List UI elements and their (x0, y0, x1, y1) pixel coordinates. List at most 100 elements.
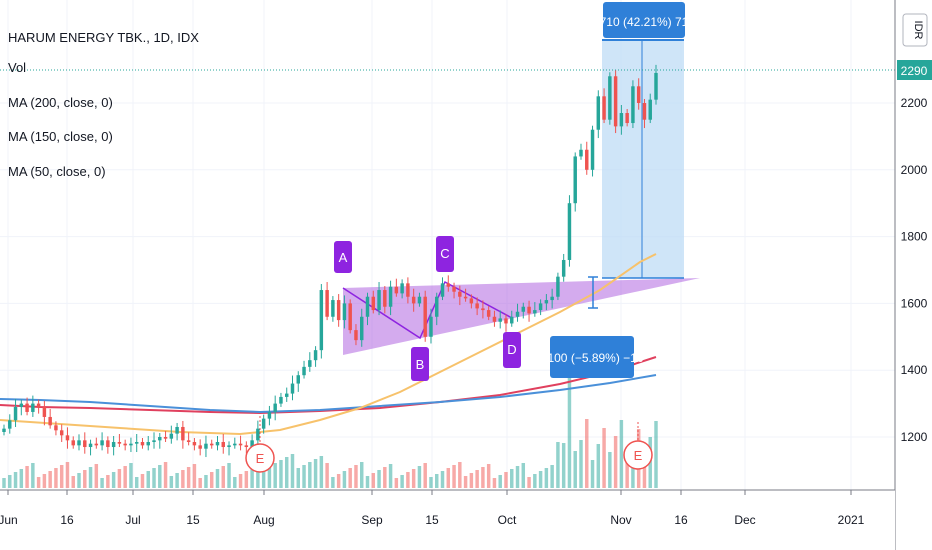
candle-body (619, 113, 624, 127)
volume-bar (406, 472, 410, 488)
volume-bar (625, 461, 629, 488)
indicator-ma200[interactable]: MA (200, close, 0) (8, 95, 113, 110)
last-price-tag: 2290 (901, 64, 928, 78)
volume-bar (54, 468, 58, 488)
pattern-marker-d[interactable]: D (503, 332, 521, 368)
symbol-title[interactable]: HARUM ENERGY TBK., 1D, IDX (8, 30, 199, 45)
indicator-ma150[interactable]: MA (150, close, 0) (8, 129, 113, 144)
candle-body (504, 318, 508, 324)
volume-bars (2, 378, 658, 488)
volume-bar (469, 473, 474, 488)
candle-body (377, 290, 381, 311)
time-axis[interactable]: Jun 16 Jul 15 Aug Sep 15 Oct Nov 16 Dec … (0, 490, 865, 527)
volume-bar (181, 470, 185, 488)
candle-body (129, 443, 133, 446)
volume-bar (550, 465, 554, 488)
volume-bar (284, 457, 289, 488)
volume-bar (227, 463, 231, 488)
candle-body (596, 96, 601, 130)
candle-body (198, 445, 202, 449)
volume-bar (613, 436, 618, 488)
volume-bar (158, 465, 162, 488)
volume-bar (250, 468, 254, 488)
chart-grid (0, 0, 895, 490)
volume-bar (175, 473, 179, 488)
candle-body (469, 298, 474, 304)
measure-down-tool[interactable]: −100 (−5.89%) −10 (540, 276, 644, 378)
candle-body (25, 403, 29, 412)
volume-bar (36, 477, 41, 488)
candle-body (573, 156, 577, 204)
volume-bar (48, 471, 52, 488)
candle-body (463, 296, 468, 299)
candle-body (550, 296, 554, 301)
measure-up-tool[interactable] (602, 39, 684, 279)
pattern-marker-b[interactable]: B (411, 347, 429, 381)
volume-bar (619, 420, 624, 488)
earnings-marker-2[interactable]: E (623, 420, 653, 470)
candle-body (411, 296, 416, 304)
candle-body (227, 445, 231, 448)
volume-bar (13, 472, 18, 488)
ma150-line (0, 374, 657, 414)
volume-bar (331, 477, 335, 488)
pattern-marker-c[interactable]: C (436, 236, 454, 272)
volume-bar (238, 474, 243, 488)
volume-bar (106, 475, 110, 488)
volume-bar (590, 460, 595, 488)
volume-bar (221, 466, 225, 488)
currency-badge: IDR (912, 21, 924, 40)
measure-down-label: −100 (−5.89%) −10 (540, 351, 643, 365)
volume-bar (336, 474, 341, 488)
volume-bar (83, 470, 87, 488)
price-tick: 1600 (901, 296, 928, 310)
candle-body (521, 306, 526, 312)
candle-body (284, 393, 289, 397)
indicator-ma50[interactable]: MA (50, close, 0) (8, 164, 106, 179)
candle-body (371, 296, 376, 311)
candle-body (527, 306, 531, 314)
candle-body (331, 300, 335, 317)
volume-bar (394, 478, 399, 488)
volume-bar (302, 465, 306, 488)
candle-body (169, 433, 174, 439)
volume-bar (192, 464, 197, 488)
time-axis-bg (0, 490, 895, 550)
volume-bar (348, 468, 352, 488)
volume-bar (354, 465, 358, 488)
candle-body (440, 283, 445, 297)
candle-body (308, 360, 312, 367)
measure-up-label-bg (603, 2, 685, 38)
measure-up-area (602, 40, 684, 278)
candle-body (354, 330, 358, 341)
candle-body (544, 300, 549, 304)
volume-bar (481, 467, 485, 488)
candle-body (31, 403, 35, 412)
candle-body (579, 149, 583, 157)
candle-body (59, 430, 64, 436)
candle-body (256, 428, 260, 441)
volume-bar (654, 421, 658, 488)
candle-body (77, 440, 81, 446)
candle-body (406, 283, 410, 297)
svg-text:A: A (339, 250, 348, 265)
pattern-marker-a[interactable]: A (334, 241, 352, 273)
candle-body (585, 149, 589, 170)
currency-badge-bg[interactable] (902, 13, 928, 47)
candle-body (94, 443, 99, 446)
indicator-vol[interactable]: Vol (8, 60, 26, 75)
candle-body (2, 428, 6, 432)
earnings-marker-1[interactable]: E (245, 415, 275, 473)
time-tick: 16 (674, 513, 688, 527)
candle-body (590, 129, 595, 170)
candle-body (296, 375, 300, 384)
volume-bar (94, 464, 99, 488)
volume-bar (100, 478, 104, 488)
candle-body (215, 442, 220, 446)
candle-body (498, 318, 502, 322)
price-axis[interactable]: 2200 2000 1800 1600 1400 1200 (901, 96, 928, 444)
candle-body (446, 283, 451, 287)
volume-bar (429, 477, 433, 488)
candle-body (567, 203, 572, 260)
